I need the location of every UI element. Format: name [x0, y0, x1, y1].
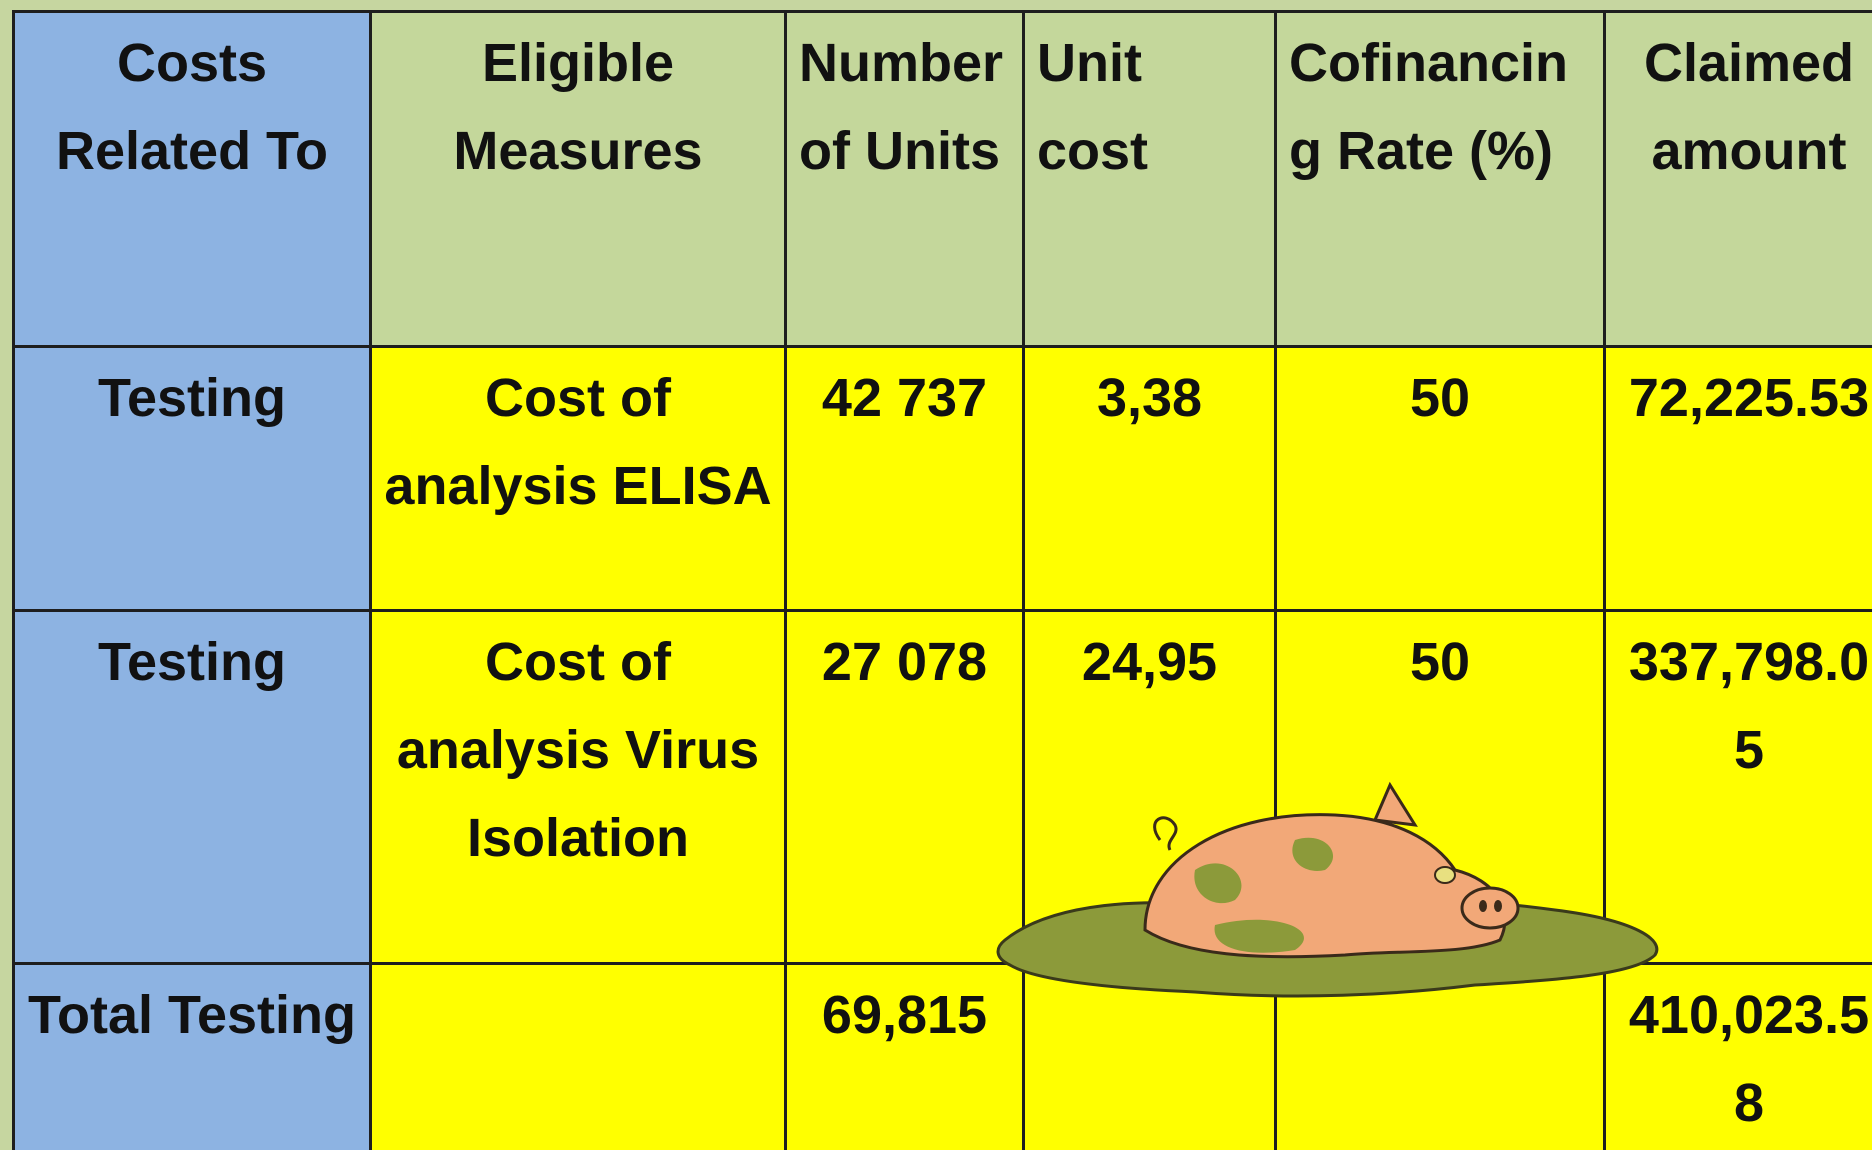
- table-cell: 27 078: [784, 609, 1025, 965]
- header-row: Costs Related To Eligible Measures Number …: [12, 10, 1872, 348]
- table-cell: [1022, 962, 1277, 1150]
- table-cell: 72,225.53: [1603, 345, 1872, 612]
- table-cell: 410,023.58: [1603, 962, 1872, 1150]
- table-cell: Total Testing: [12, 962, 372, 1150]
- header-cell: Claimed amount: [1603, 10, 1872, 348]
- table-cell: Cost of analysis ELISA: [369, 345, 787, 612]
- table-cell: Cost of analysis Virus Isolation: [369, 609, 787, 965]
- pig-illustration: [996, 781, 1659, 998]
- table-row: Testing Cost of analysis ELISA 42 737 3,38 5…: [12, 345, 1872, 612]
- header-cell: Cofinancing Rate (%): [1274, 10, 1606, 348]
- table-cell: Testing: [12, 609, 372, 965]
- table-cell: 42 737: [784, 345, 1025, 612]
- header-cell: Eligible Measures: [369, 10, 787, 348]
- table-cell: [369, 962, 787, 1150]
- table-cell: 69,815: [784, 962, 1025, 1150]
- table-cell: 337,798.05: [1603, 609, 1872, 965]
- header-cell: Costs Related To: [12, 10, 372, 348]
- header-cell: Number of Units: [784, 10, 1025, 348]
- table-cell: Testing: [12, 345, 372, 612]
- table-cell: 3,38: [1022, 345, 1277, 612]
- table-cell: 50: [1274, 345, 1606, 612]
- header-cell: Unit cost: [1022, 10, 1277, 348]
